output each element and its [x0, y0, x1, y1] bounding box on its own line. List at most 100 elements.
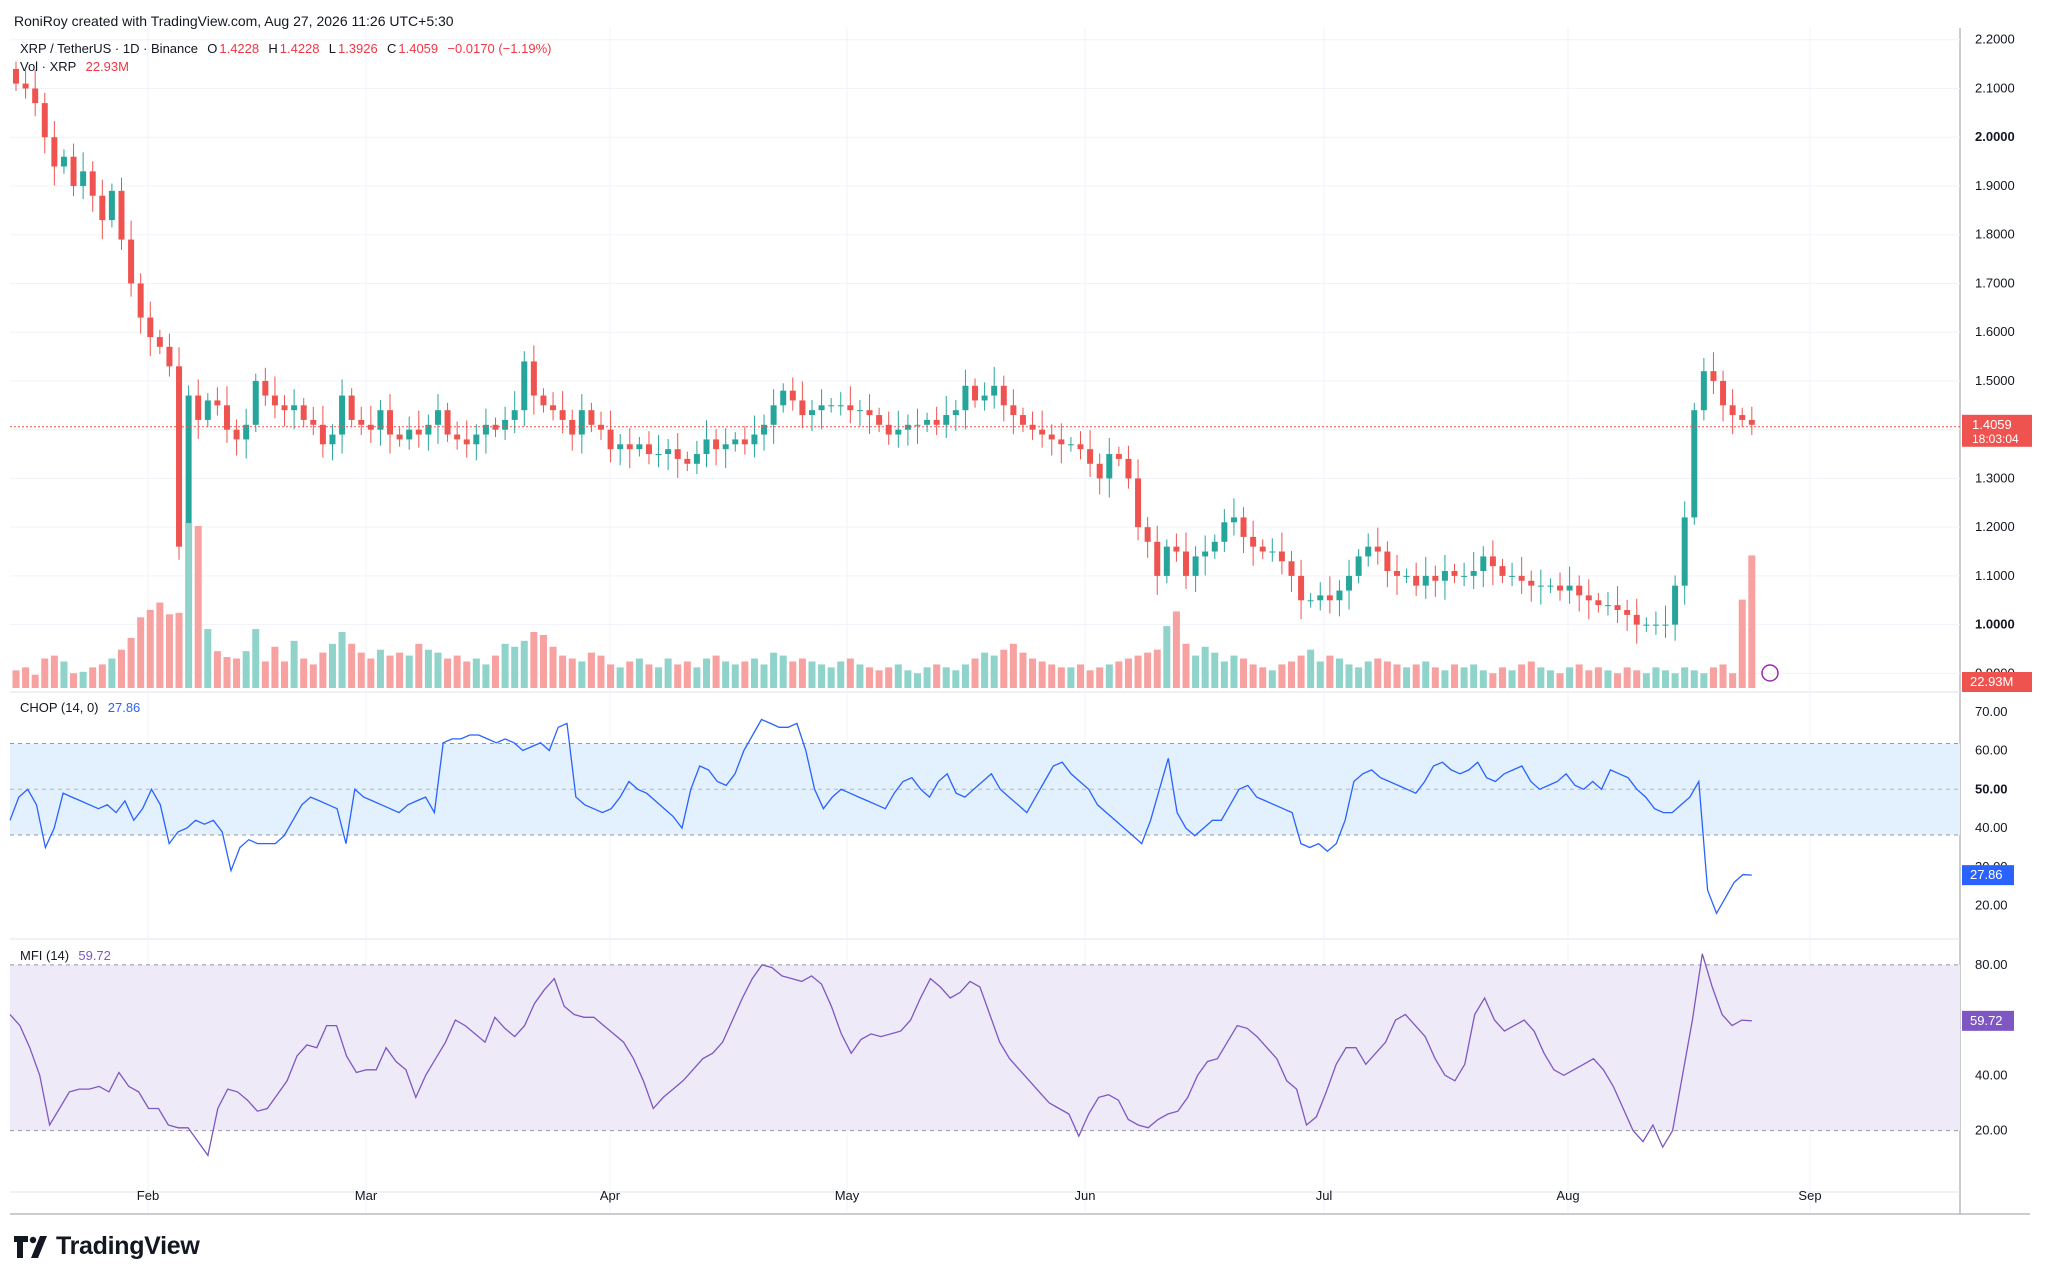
volume-bar [1249, 664, 1257, 688]
symbol-label[interactable]: XRP / TetherUS · 1D · Binance [20, 41, 198, 56]
volume-bar [635, 658, 643, 688]
volume-bar [50, 655, 58, 688]
volume-bar [108, 658, 116, 688]
volume-bar [894, 664, 902, 688]
x-tick-label: Apr [600, 1188, 621, 1203]
candle [1307, 600, 1314, 602]
candle [1259, 546, 1266, 552]
candle [482, 424, 489, 435]
candle [108, 190, 115, 221]
volume-bar [328, 643, 336, 688]
chop-tick-label: 20.00 [1975, 898, 2008, 913]
candle [1489, 556, 1496, 567]
volume-bar [242, 651, 250, 688]
volume-bar [252, 629, 260, 688]
volume-bar [1259, 667, 1267, 688]
candle [1326, 595, 1333, 601]
volume-bar [913, 673, 921, 688]
candle [1106, 454, 1113, 479]
candle [1173, 546, 1180, 552]
candle [1202, 551, 1209, 557]
candle [962, 385, 969, 411]
candle [463, 439, 470, 445]
volume-bar [463, 661, 471, 688]
volume-bar [501, 643, 509, 688]
volume-bar [79, 671, 87, 688]
volume-bar [808, 661, 816, 688]
volume-bar [981, 652, 989, 688]
volume-bar [472, 658, 480, 688]
candle [866, 410, 873, 416]
candle [502, 419, 509, 430]
candle [51, 137, 58, 167]
tradingview-logo[interactable]: TradingView [14, 1232, 200, 1261]
chop-label[interactable]: CHOP (14, 0) [20, 700, 99, 715]
candle [1240, 517, 1247, 537]
volume-bar [1009, 643, 1017, 688]
volume-bar [587, 652, 595, 688]
volume-bar [117, 649, 125, 688]
volume-bar [1153, 649, 1161, 688]
volume-bar [578, 661, 586, 688]
volume-bar [952, 670, 960, 688]
candle [1077, 444, 1084, 450]
candle [1135, 478, 1142, 528]
volume-bar [1268, 670, 1276, 688]
price-tick-label: 1.0000 [1975, 617, 2015, 632]
candle [339, 395, 346, 435]
candle [1019, 415, 1026, 425]
volume-bar [1748, 555, 1756, 688]
candle [1700, 371, 1707, 411]
price-tick-label: 2.0000 [1975, 129, 2015, 144]
candle [1393, 571, 1400, 576]
volume-bar [1144, 652, 1152, 688]
candle [1710, 371, 1717, 381]
candle [156, 337, 163, 347]
chop-line [9, 718, 1752, 915]
candle [1048, 434, 1055, 440]
candle [1633, 614, 1640, 625]
volume-bar [453, 655, 461, 688]
volume-bar [1124, 658, 1132, 688]
candle [195, 395, 202, 420]
candle [741, 439, 748, 445]
candle [713, 439, 720, 450]
volume-bar [1287, 661, 1295, 688]
candle [1470, 571, 1477, 576]
volume-bar [530, 632, 538, 688]
candle [837, 405, 844, 407]
volume-bar [626, 661, 634, 688]
candle [99, 195, 106, 221]
volume-bar [1719, 664, 1727, 688]
volume-bar [156, 602, 164, 688]
mfi-label[interactable]: MFI (14) [20, 948, 70, 963]
mfi-legend: MFI (14) 59.72 [20, 948, 113, 963]
candle [1614, 605, 1621, 611]
candle [425, 424, 432, 435]
candle [856, 410, 863, 412]
candle [751, 434, 758, 445]
volume-bar [1297, 655, 1305, 688]
header-created-by: RoniRoy created with TradingView.com, Au… [14, 13, 454, 29]
volume-bar [1000, 649, 1008, 688]
volume-bar [1623, 667, 1631, 688]
volume-bar [1374, 658, 1382, 688]
volume-bar [309, 664, 317, 688]
volume-bar [1709, 667, 1717, 688]
candle [281, 405, 288, 411]
volume-bar [875, 670, 883, 688]
candle [406, 429, 413, 440]
close-label: C [386, 41, 397, 56]
volume-bar [1038, 661, 1046, 688]
volume-bar [1211, 652, 1219, 688]
candle [1039, 429, 1046, 435]
volume-bar [1479, 670, 1487, 688]
volume-bar [1029, 658, 1037, 688]
open-label: O [207, 41, 218, 56]
volume-label[interactable]: Vol · XRP [20, 59, 77, 74]
mfi-tick-label: 80.00 [1975, 957, 2008, 972]
volume-bar [175, 612, 183, 688]
candle [761, 424, 768, 435]
